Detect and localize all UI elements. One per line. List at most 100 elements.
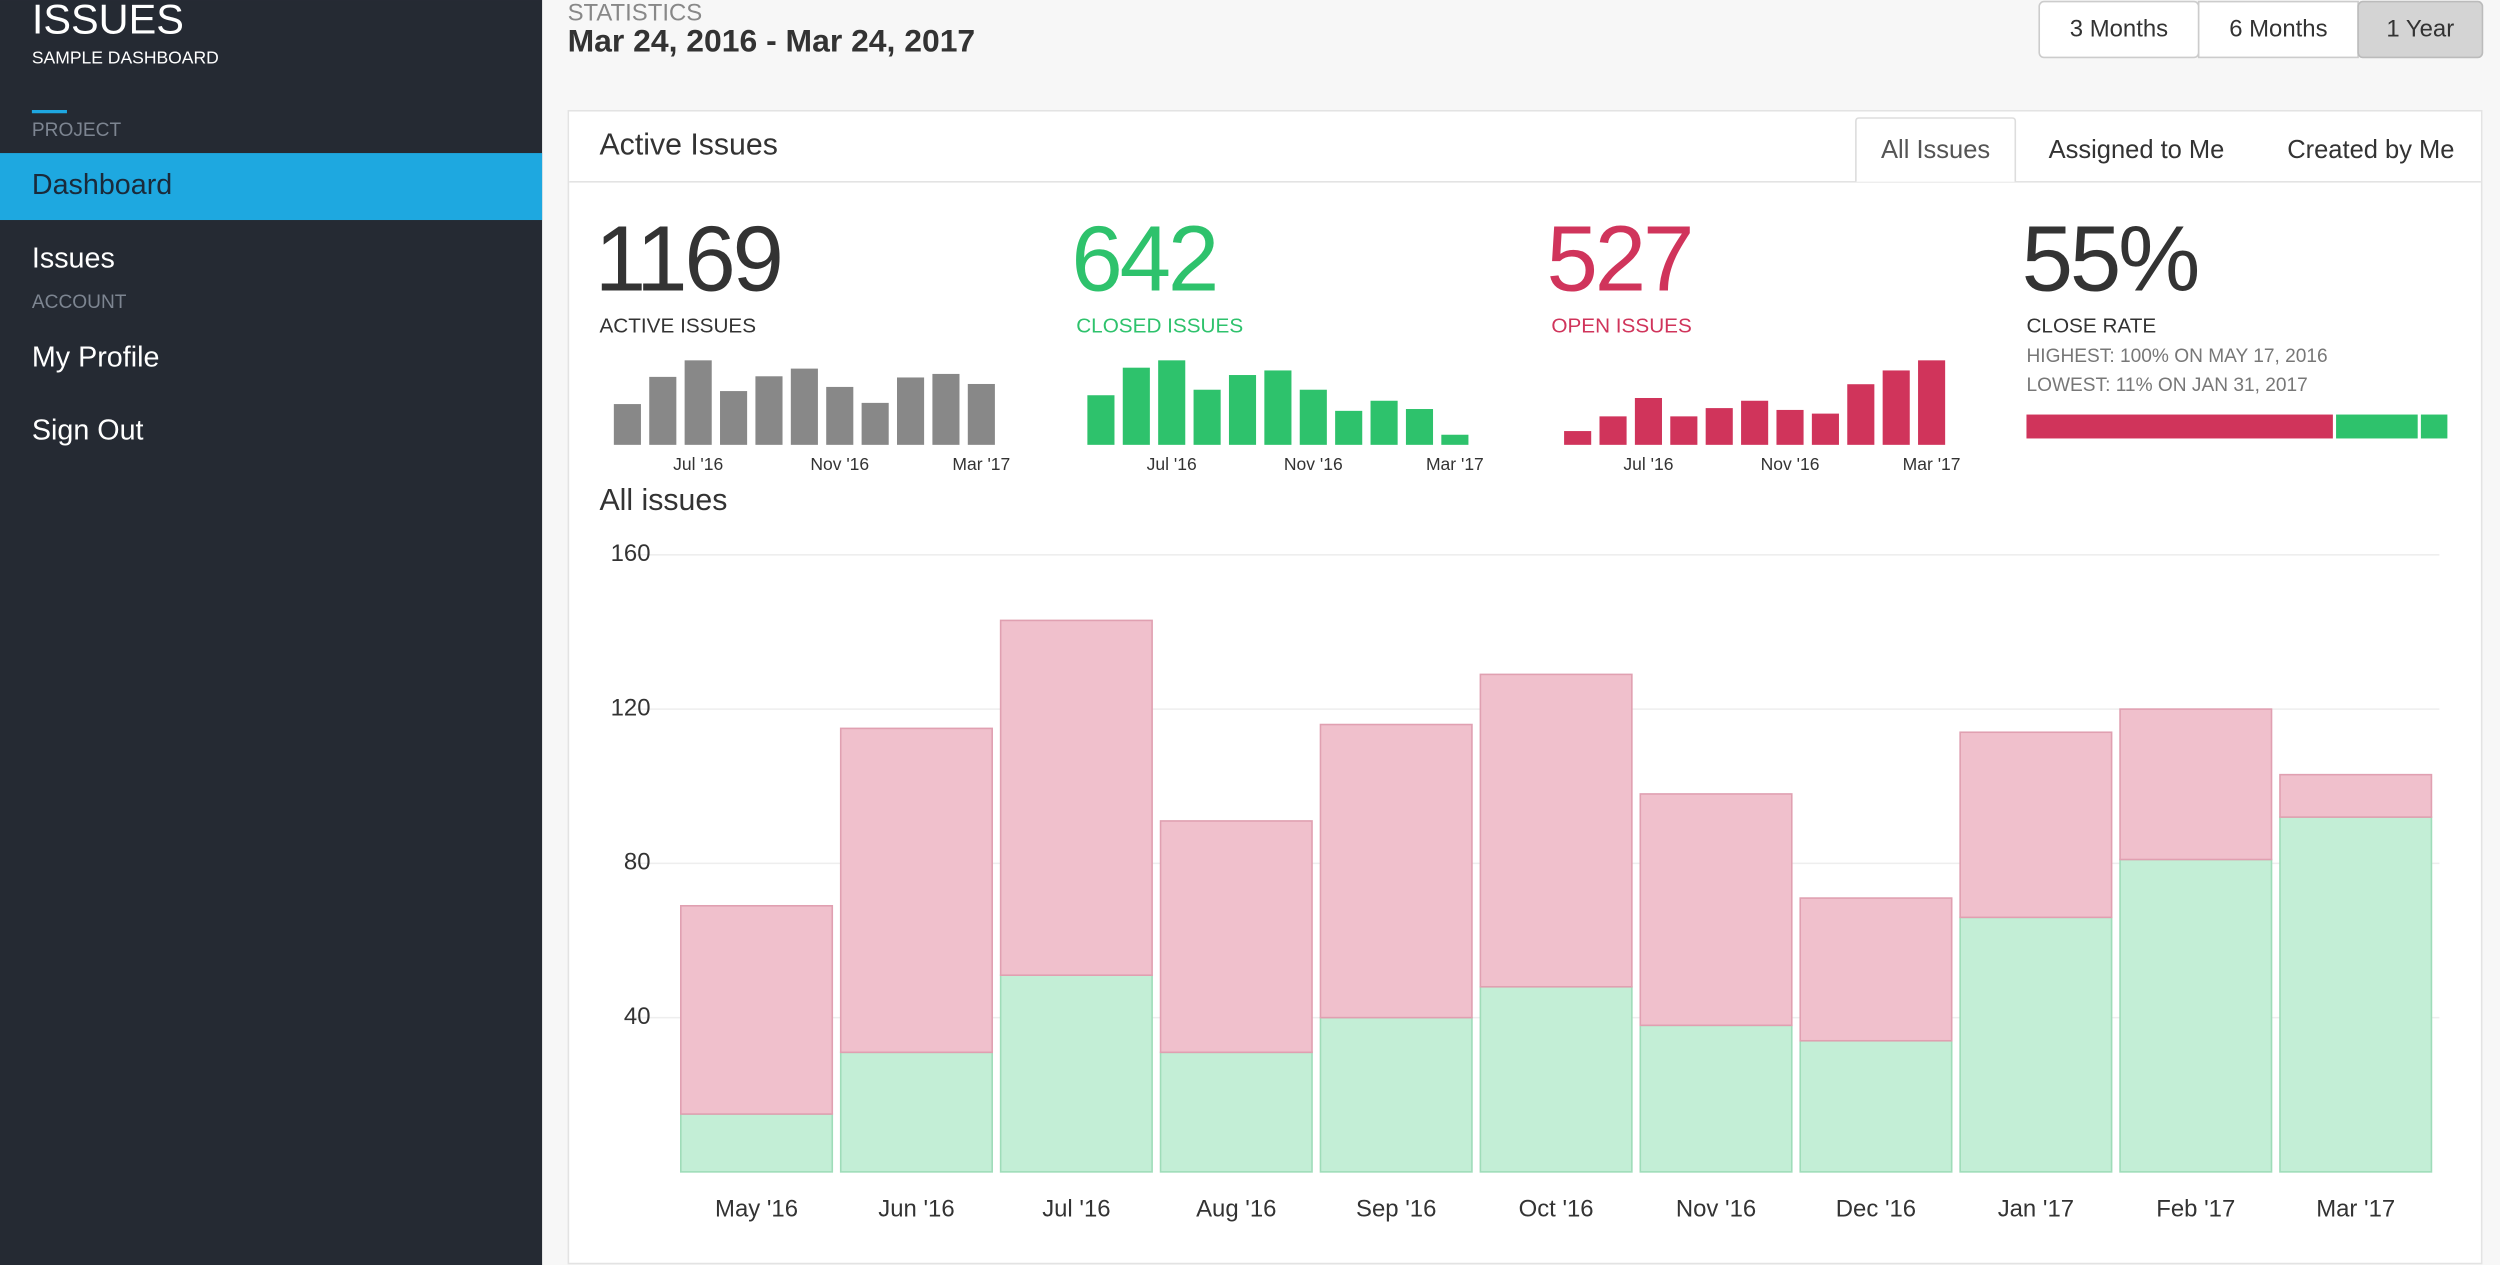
nav-item[interactable]: Sign Out: [32, 415, 144, 447]
bar-segment: [2279, 773, 2433, 818]
spark-bar: [861, 402, 889, 445]
spark-label: Nov '16: [1284, 454, 1343, 474]
tab-label[interactable]: Created by Me: [2287, 136, 2454, 164]
app-subtitle: SAMPLE DASHBOARD: [32, 48, 219, 68]
app-title: ISSUES: [32, 0, 184, 42]
bar-segment: [1959, 731, 2113, 919]
spark-bar: [1705, 408, 1733, 445]
x-tick-label: Feb '17: [2156, 1195, 2235, 1222]
spark-bar: [1811, 413, 1839, 445]
spark-bar: [1564, 431, 1592, 445]
nav-item[interactable]: Issues: [32, 242, 115, 274]
bar-segment: [839, 727, 993, 1054]
x-tick-label: Sep '16: [1356, 1195, 1436, 1222]
bar-segment: [1639, 1024, 1793, 1173]
spark-bar: [967, 383, 995, 445]
x-tick-label: Jul '16: [1042, 1195, 1110, 1222]
spark-bar: [684, 360, 712, 445]
spark-bar: [1882, 370, 1910, 445]
spark-bar: [1741, 400, 1769, 445]
header-label: STATISTICS: [568, 0, 703, 27]
note: HIGHEST: 100% ON MAY 17, 2016: [2026, 346, 2327, 367]
bar-segment: [1479, 985, 1633, 1173]
bar-segment: [1799, 1039, 1953, 1173]
bar-segment: [1159, 1051, 1313, 1173]
button-label: 3 Months: [2070, 16, 2168, 43]
spark-label: Mar '17: [1426, 454, 1484, 474]
nav-active-bg: [0, 153, 543, 221]
spark-bar: [1441, 434, 1469, 445]
spark-bar: [1370, 400, 1398, 445]
button-label: 6 Months: [2229, 16, 2327, 43]
spark-label: Nov '16: [810, 454, 869, 474]
stat-label: OPEN ISSUES: [1551, 314, 1691, 337]
x-tick-label: Nov '16: [1676, 1195, 1756, 1222]
bar-segment: [2279, 816, 2433, 1173]
x-tick-label: Mar '17: [2316, 1195, 2395, 1222]
spark-bar: [613, 404, 641, 445]
panel-title: Active Issues: [599, 129, 777, 162]
spark-label: Nov '16: [1761, 454, 1820, 474]
spark-bar: [897, 377, 925, 445]
bar-segment: [2119, 858, 2273, 1173]
bar-segment: [999, 619, 1153, 977]
spark-bar: [1087, 395, 1115, 445]
section-label: PROJECT: [32, 120, 122, 141]
spark-bar: [1405, 409, 1434, 445]
stat-value: 55%: [2022, 207, 2198, 311]
stat-value: 1169: [595, 207, 781, 311]
x-tick-label: Aug '16: [1196, 1195, 1276, 1222]
stat-label: CLOSE RATE: [2026, 314, 2156, 337]
tab-active[interactable]: [1855, 117, 2017, 182]
spark-bar: [790, 368, 818, 445]
spark-bar: [1299, 389, 1327, 445]
spark-bar: [1335, 410, 1363, 445]
panel-header: [569, 111, 2481, 182]
y-tick-label: 80: [624, 849, 651, 876]
spark-label: Jul '16: [1147, 454, 1197, 474]
bar-segment: [1479, 673, 1633, 988]
bar-segment: [1319, 1016, 1473, 1173]
spark-bar: [1847, 384, 1875, 445]
close-bar-segment: [2026, 414, 2333, 439]
bar-segment: [1959, 916, 2113, 1173]
x-tick-label: Oct '16: [1519, 1195, 1594, 1222]
bar-segment: [1319, 723, 1473, 1019]
spark-bar: [1264, 370, 1292, 445]
chart-title: All issues: [599, 484, 727, 517]
y-tick-label: 40: [624, 1003, 651, 1030]
spark-bar: [1158, 360, 1186, 445]
spark-bar: [720, 391, 748, 445]
spark-bar: [1193, 389, 1221, 445]
spark-bar: [1228, 375, 1257, 445]
nav-item[interactable]: My Profile: [32, 341, 160, 373]
note: LOWEST: 11% ON JAN 31, 2017: [2026, 375, 2307, 396]
range-button-active[interactable]: [2357, 0, 2484, 59]
spark-label: Jul '16: [673, 454, 723, 474]
spark-bar: [649, 376, 677, 445]
spark-label: Mar '17: [1903, 454, 1961, 474]
bar-segment: [839, 1051, 993, 1173]
spark-bar: [932, 373, 960, 445]
spark-bar: [1634, 397, 1662, 445]
bar-segment: [1159, 820, 1313, 1054]
section-label: ACCOUNT: [32, 292, 127, 313]
bar-segment: [2119, 708, 2273, 861]
stat-value: 642: [1071, 207, 1216, 311]
spark-bar: [1122, 367, 1150, 445]
tab-label[interactable]: Assigned to Me: [2049, 136, 2225, 164]
nav-item[interactable]: Dashboard: [32, 169, 172, 201]
x-tick-label: Jan '17: [1998, 1195, 2074, 1222]
spark-bar: [755, 376, 783, 445]
stat-label: CLOSED ISSUES: [1076, 314, 1243, 337]
x-tick-label: Dec '16: [1836, 1195, 1916, 1222]
stat-value: 527: [1547, 207, 1692, 311]
bar-segment: [999, 974, 1153, 1173]
bar-segment: [1639, 793, 1793, 1027]
y-tick-label: 120: [611, 694, 651, 721]
spark-bar: [826, 386, 854, 445]
x-tick-label: Jun '16: [878, 1195, 954, 1222]
date-range: Mar 24, 2016 - Mar 24, 2017: [568, 22, 976, 58]
